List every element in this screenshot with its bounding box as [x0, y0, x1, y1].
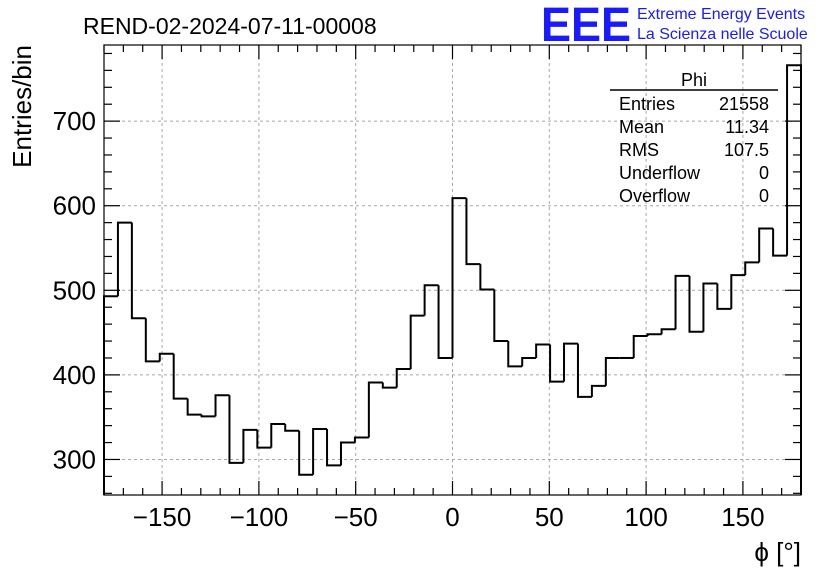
logo-line-2: La Scienza nelle Scuole: [637, 26, 808, 43]
tick-labels: −150 −100 −50 0 50 100 150 300 400 500 600 700: [53, 106, 765, 532]
histogram-bin: [326, 429, 341, 467]
run-title: REND-02-2024-07-11-00008: [83, 13, 377, 39]
histogram-bin: [437, 285, 453, 359]
stats-label-overflow: Overflow: [619, 186, 691, 206]
histogram-bin: [256, 429, 272, 449]
x-tick-label: −50: [334, 502, 378, 532]
histogram-bin: [451, 197, 467, 358]
histogram-bin: [646, 333, 662, 336]
histogram-bin: [367, 381, 383, 438]
x-tick-label: −100: [230, 502, 289, 532]
stats-label-entries: Entries: [619, 94, 675, 114]
histogram-bin: [200, 414, 216, 418]
x-tick-label: 50: [535, 502, 564, 532]
histogram-bin: [116, 221, 132, 297]
stats-value-overflow: 0: [759, 186, 769, 206]
histogram-bin: [632, 334, 648, 358]
histogram-bin: [549, 344, 565, 383]
histogram-bin: [298, 430, 314, 476]
histogram-bin: [270, 422, 286, 448]
plot-frame: [103, 44, 802, 496]
y-axis-title: Entries/bin: [7, 45, 37, 168]
histogram-bin: [772, 228, 788, 257]
histogram-bin: [535, 343, 551, 358]
histogram-bin: [688, 275, 704, 333]
histogram-bin: [130, 222, 146, 320]
stats-value-mean: 11.34: [725, 117, 769, 137]
histogram-bin: [395, 367, 411, 388]
histogram-bin: [563, 342, 578, 382]
x-tick-label: 150: [721, 502, 764, 532]
histogram-bin: [730, 274, 746, 309]
histogram-bin: [590, 384, 606, 397]
x-axis-title: ϕ [°]: [754, 537, 801, 567]
stats-box-title: Phi: [681, 70, 707, 90]
x-tick-label: 100: [624, 502, 667, 532]
stats-label-underflow: Underflow: [619, 163, 701, 183]
histogram-bin: [674, 274, 690, 330]
histogram-bin: [186, 398, 202, 416]
histogram-bin: [353, 436, 369, 443]
histogram-bin: [604, 356, 620, 386]
x-tick-label: −150: [133, 502, 192, 532]
histogram-outline: [103, 64, 802, 495]
histogram-bin: [479, 264, 495, 291]
x-tick-label: 0: [445, 502, 459, 532]
stats-value-underflow: 0: [759, 163, 769, 183]
histogram-bin: [660, 328, 676, 335]
histogram-bin: [423, 284, 439, 316]
stats-label-mean: Mean: [619, 117, 664, 137]
histogram-bin: [381, 382, 397, 389]
histogram-bin: [507, 341, 523, 368]
stats-box: Phi Entries 21558 Mean 11.34 RMS 107.5 U…: [610, 70, 778, 206]
logo-text: EEE: [541, 0, 631, 52]
histogram-bin: [228, 395, 244, 464]
stats-value-entries: 21558: [719, 94, 769, 114]
histogram-bin: [214, 394, 230, 417]
histogram-bin: [172, 353, 188, 400]
histogram-bin: [312, 428, 328, 475]
stats-label-rms: RMS: [619, 140, 659, 160]
histogram-bin: [242, 428, 258, 463]
histogram-bin: [576, 343, 592, 398]
y-tick-label: 500: [53, 275, 96, 305]
histogram-bin: [339, 441, 355, 466]
histogram-bin: [716, 283, 732, 310]
y-tick-label: 700: [53, 106, 96, 136]
histogram-bin: [521, 356, 537, 367]
histogram-bin: [493, 289, 509, 343]
histogram-bin: [758, 227, 774, 263]
histogram-bin: [409, 314, 425, 369]
histogram-bin: [284, 423, 300, 432]
grid-lines: [104, 45, 801, 495]
histogram-bin: [465, 198, 481, 266]
stats-value-rms: 107.5: [724, 140, 769, 160]
eee-logo: EEE Extreme Energy Events La Scienza nel…: [541, 0, 808, 52]
y-tick-label: 300: [53, 444, 96, 474]
histogram-bin: [744, 261, 760, 276]
histogram-bin: [144, 318, 160, 363]
axis-ticks: [103, 45, 802, 495]
y-tick-label: 600: [53, 191, 96, 221]
histogram-bin: [158, 352, 174, 362]
logo-line-1: Extreme Energy Events: [637, 6, 805, 23]
y-tick-label: 400: [53, 360, 96, 390]
histogram-bin: [702, 282, 718, 332]
